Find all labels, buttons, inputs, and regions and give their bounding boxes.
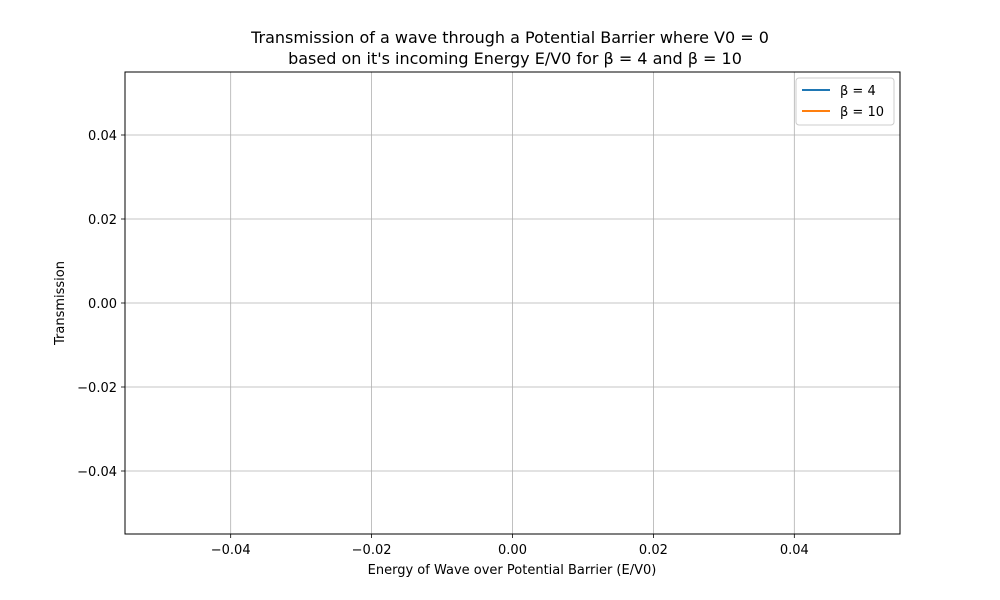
x-tick-label: 0.02 <box>639 543 668 558</box>
legend-label-beta-4: β = 4 <box>840 84 876 99</box>
axis-ticks: −0.04 −0.02 0.00 0.02 0.04 −0.04 −0.02 0.00 0.02… <box>77 129 809 558</box>
y-tick-label: 0.02 <box>88 213 117 228</box>
y-tick-label: 0.00 <box>88 297 117 312</box>
chart-title-line1: Transmission of a wave through a Potenti… <box>250 28 769 47</box>
x-tick-label: −0.04 <box>211 543 251 558</box>
x-tick-label: 0.00 <box>498 543 527 558</box>
x-axis-label: Energy of Wave over Potential Barrier (E… <box>368 563 657 578</box>
y-axis-label: Transmission <box>53 261 68 346</box>
plot-area-frame <box>124 71 901 535</box>
x-tick-label: 0.04 <box>780 543 809 558</box>
y-tick-label: 0.04 <box>88 129 117 144</box>
legend-label-beta-10: β = 10 <box>840 105 884 120</box>
y-tick-label: −0.04 <box>77 465 117 480</box>
grid <box>125 72 900 534</box>
x-tick-label: −0.02 <box>352 543 392 558</box>
y-tick-label: −0.02 <box>77 381 117 396</box>
chart-title-line2: based on it's incoming Energy E/V0 for β… <box>288 49 742 68</box>
legend: β = 4 β = 10 <box>795 77 895 126</box>
